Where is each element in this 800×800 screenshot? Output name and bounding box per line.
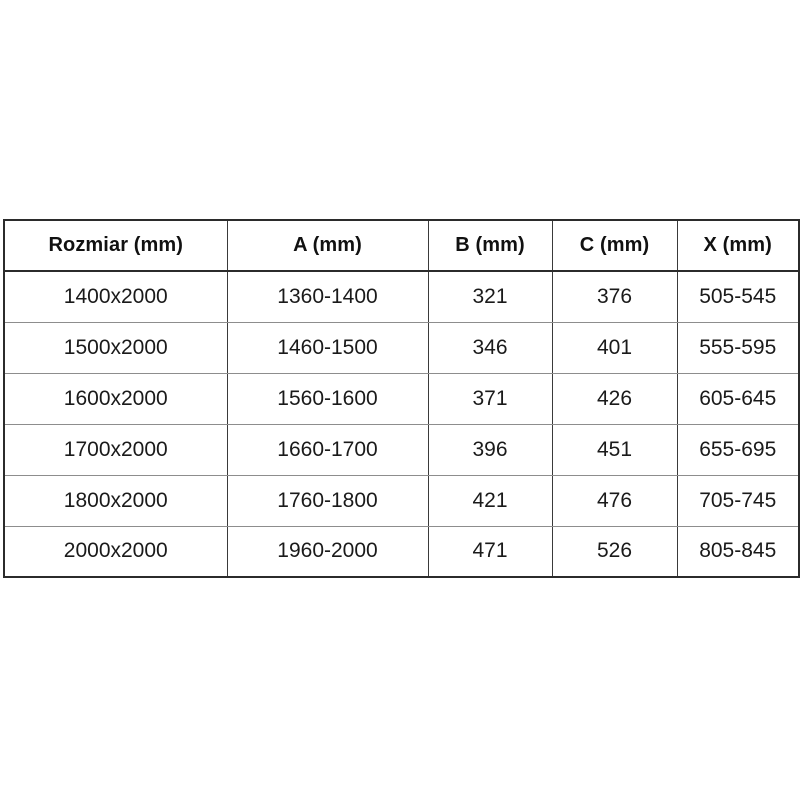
- cell-x: 805-845: [699, 539, 777, 563]
- cell-rozmiar: 1800x2000: [4, 475, 228, 527]
- cell-c: 451: [552, 424, 678, 476]
- cell-c: 526: [552, 526, 678, 577]
- cell-b: 321: [428, 271, 553, 323]
- cell-x: 705-745: [677, 475, 799, 527]
- cell-c: 401: [552, 322, 678, 374]
- cell-rozmiar: 2000x2000: [4, 526, 228, 577]
- cell-a: 1460-1500: [227, 322, 429, 374]
- column-header-b: B (mm): [428, 220, 553, 272]
- cell-x: 655-695: [677, 424, 799, 476]
- cell-b: 371: [428, 373, 553, 425]
- cell-a: 1960-2000: [227, 526, 429, 577]
- cell-b: 471: [428, 526, 553, 577]
- table-row: 1600x2000 1560-1600 371 426 605-645: [4, 373, 799, 425]
- table-header-row: Rozmiar (mm) A (mm) B (mm) C (mm) X (mm): [4, 220, 799, 272]
- table-row: 1500x2000 1460-1500 346 401 555-595: [4, 322, 799, 374]
- table-body: 1400x2000 1360-1400 321 376 505-545 1500…: [4, 271, 799, 577]
- cell-a: 1360-1400: [227, 271, 429, 323]
- cell-b: 421: [428, 475, 553, 527]
- cell-b: 396: [428, 424, 553, 476]
- cell-x: 505-545: [677, 271, 799, 323]
- cell-x: 605-645: [677, 373, 799, 425]
- cell-b: 346: [428, 322, 553, 374]
- cell-rozmiar: 1500x2000: [4, 322, 228, 374]
- table-row: 1400x2000 1360-1400 321 376 505-545: [4, 271, 799, 323]
- cell-rozmiar: 1700x2000: [4, 424, 228, 476]
- cell-rozmiar: 1400x2000: [4, 271, 228, 323]
- cell-rozmiar: 1600x2000: [4, 373, 228, 425]
- cell-a: 1760-1800: [227, 475, 429, 527]
- cell-c: 376: [552, 271, 678, 323]
- specification-table-container: Rozmiar (mm) A (mm) B (mm) C (mm) X (mm)…: [3, 219, 800, 578]
- column-header-rozmiar: Rozmiar (mm): [4, 220, 228, 272]
- table-row: 1700x2000 1660-1700 396 451 655-695: [4, 424, 799, 476]
- cell-c: 476: [552, 475, 678, 527]
- column-header-c: C (mm): [552, 220, 678, 272]
- specification-table: Rozmiar (mm) A (mm) B (mm) C (mm) X (mm)…: [3, 219, 800, 578]
- column-header-a: A (mm): [227, 220, 429, 272]
- table-row: 2000x2000 1960-2000 471 526 805-845: [4, 526, 799, 577]
- cell-a: 1560-1600: [227, 373, 429, 425]
- table-header: Rozmiar (mm) A (mm) B (mm) C (mm) X (mm): [4, 220, 799, 272]
- cell-x: 555-595: [677, 322, 799, 374]
- column-header-x: X (mm): [677, 220, 799, 272]
- cell-a: 1660-1700: [227, 424, 429, 476]
- cell-c: 426: [552, 373, 678, 425]
- table-row: 1800x2000 1760-1800 421 476 705-745: [4, 475, 799, 527]
